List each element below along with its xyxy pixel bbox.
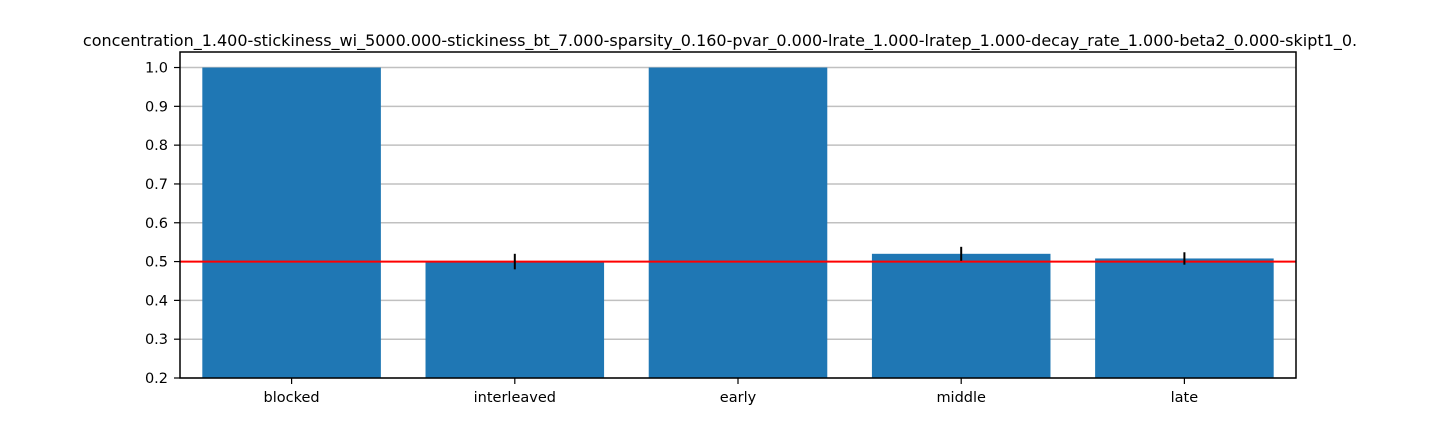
x-tick-label: blocked bbox=[264, 390, 320, 406]
error-bars bbox=[513, 246, 1186, 270]
y-axis-ticks: 0.2 0.3 0.4 0.5 0.6 0.7 0.8 0.9 1.0 bbox=[145, 61, 180, 387]
y-tick-label: 1.0 bbox=[145, 61, 168, 77]
y-tick-label: 0.9 bbox=[145, 99, 168, 115]
x-tick-label: early bbox=[720, 390, 757, 406]
y-tick-label: 0.6 bbox=[145, 216, 168, 232]
x-axis-ticks: blocked interleaved early middle late bbox=[264, 378, 1199, 406]
bar-middle bbox=[871, 253, 1051, 378]
bar-late bbox=[1095, 258, 1274, 378]
y-tick-label: 0.8 bbox=[145, 138, 168, 154]
y-tick-label: 0.5 bbox=[145, 255, 168, 271]
bars bbox=[202, 67, 1274, 379]
chart-title: concentration_1.400-stickiness_wi_5000.0… bbox=[82, 31, 1358, 50]
bar-early bbox=[648, 67, 828, 379]
y-tick-label: 0.4 bbox=[145, 293, 168, 309]
y-tick-label: 0.7 bbox=[145, 177, 168, 193]
x-tick-label: middle bbox=[936, 390, 986, 406]
bar-blocked bbox=[202, 67, 381, 379]
bar-interleaved bbox=[425, 261, 605, 378]
x-tick-label: late bbox=[1171, 390, 1199, 406]
y-tick-label: 0.2 bbox=[145, 371, 168, 387]
y-tick-label: 0.3 bbox=[145, 332, 168, 348]
x-tick-label: interleaved bbox=[474, 390, 556, 406]
